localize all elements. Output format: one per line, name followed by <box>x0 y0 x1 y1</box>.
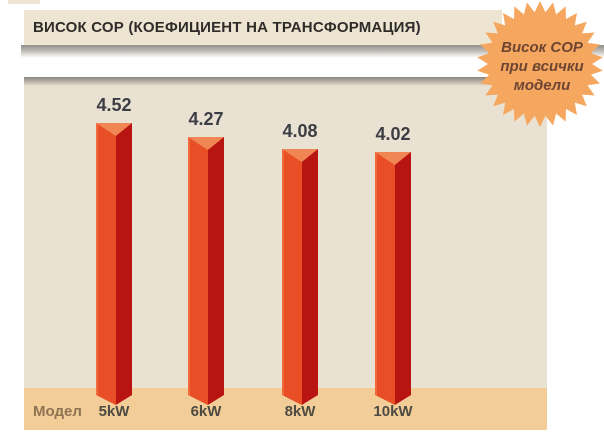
bar <box>282 149 318 405</box>
chart-title: ВИСОК СОР (КОЕФИЦИЕНТ НА ТРАНСФОРМАЦИЯ) <box>33 19 421 36</box>
category-label: 5kW <box>98 403 130 420</box>
chart-title-bar: ВИСОК СОР (КОЕФИЦИЕНТ НА ТРАНСФОРМАЦИЯ) <box>24 10 502 45</box>
bar-top-face <box>375 152 411 165</box>
plot-top-edge <box>24 77 547 86</box>
title-shadow-strip <box>21 45 604 61</box>
bars-container: 4.52 4.27 4.08 4.02 <box>24 77 547 388</box>
bar <box>188 137 224 405</box>
badge-line-1: Висок СОР <box>501 39 583 56</box>
badge-line-3: модели <box>513 77 571 94</box>
plot-area: 4.52 4.27 4.08 4.02 <box>24 77 547 388</box>
bar <box>375 152 411 405</box>
bar-top-face <box>282 149 318 162</box>
category-label: 6kW <box>190 403 222 420</box>
bar-top-face <box>188 137 224 150</box>
top-left-artifact <box>8 0 40 4</box>
x-axis-title: Модел <box>33 403 82 420</box>
starburst-badge <box>477 1 603 127</box>
bar-group: 4.52 <box>96 95 132 405</box>
bar <box>96 123 132 405</box>
bar-group: 4.27 <box>188 109 224 405</box>
badge-line-2: при всички <box>500 58 584 75</box>
category-label: 10kW <box>373 403 413 420</box>
bar-top-face <box>96 123 132 136</box>
bar-value-label: 4.27 <box>188 109 224 129</box>
bar-group: 4.02 <box>375 124 411 405</box>
bar-value-label: 4.52 <box>96 95 132 115</box>
bar-value-label: 4.02 <box>375 124 411 144</box>
starburst-shape <box>477 1 603 127</box>
badge-text: Висок СОР при всички модели <box>470 38 604 95</box>
category-label: 8kW <box>284 403 316 420</box>
bar-value-label: 4.08 <box>282 121 318 141</box>
bar-group: 4.08 <box>282 121 318 405</box>
